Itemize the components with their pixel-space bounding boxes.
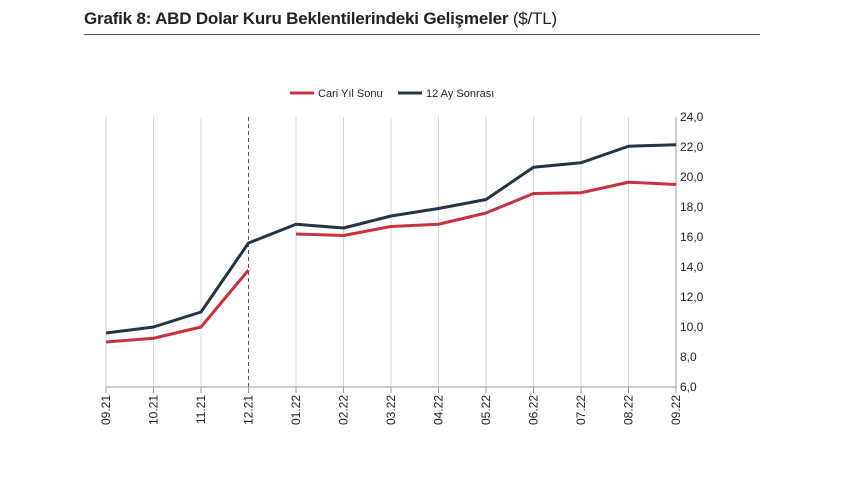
y-tick-label: 12,0 <box>680 290 704 304</box>
y-tick-label: 20,0 <box>680 170 704 184</box>
y-tick-label: 10,0 <box>680 320 704 334</box>
y-tick-label: 6,0 <box>680 380 697 394</box>
x-tick-label: 10.21 <box>147 395 161 425</box>
x-tick-label: 04.22 <box>432 395 446 425</box>
x-tick-label: 07.22 <box>574 395 588 425</box>
y-tick-label: 8,0 <box>680 350 697 364</box>
series-line-cari-yil-sonu-seg1 <box>295 180 677 237</box>
chart-title-bar: Grafik 8: ABD Dolar Kuru Beklentilerinde… <box>84 8 760 35</box>
x-tick-label: 01.22 <box>289 395 303 425</box>
x-tick-label: 08.22 <box>622 395 636 425</box>
legend-label-12-ay-sonrasi: 12 Ay Sonrası <box>426 88 494 100</box>
y-tick-label: 24,0 <box>680 110 704 124</box>
y-tick-label: 18,0 <box>680 200 704 214</box>
y-tick-label: 14,0 <box>680 260 704 274</box>
x-tick-label: 06.22 <box>527 395 541 425</box>
x-tick-label: 12.21 <box>242 395 256 425</box>
y-tick-label: 16,0 <box>680 230 704 244</box>
chart-title-bold: Grafik 8: ABD Dolar Kuru Beklentilerinde… <box>84 9 509 28</box>
x-tick-label: 09.22 <box>669 395 683 425</box>
x-tick-label: 11.21 <box>194 395 208 424</box>
legend-label-cari-yil-sonu: Cari Yıl Sonu <box>318 88 383 100</box>
x-tick-label: 05.22 <box>479 395 493 425</box>
x-tick-label: 09.21 <box>99 395 113 425</box>
chart-title: Grafik 8: ABD Dolar Kuru Beklentilerinde… <box>84 8 557 30</box>
x-tick-label: 02.22 <box>337 395 351 425</box>
series-line-cari-yil-sonu-seg0 <box>105 269 250 344</box>
series-line-12-ay-sonrasi-seg0 <box>105 143 677 335</box>
chart-title-unit: ($/TL) <box>508 9 557 28</box>
y-tick-label: 22,0 <box>680 140 704 154</box>
x-tick-label: 03.22 <box>384 395 398 425</box>
